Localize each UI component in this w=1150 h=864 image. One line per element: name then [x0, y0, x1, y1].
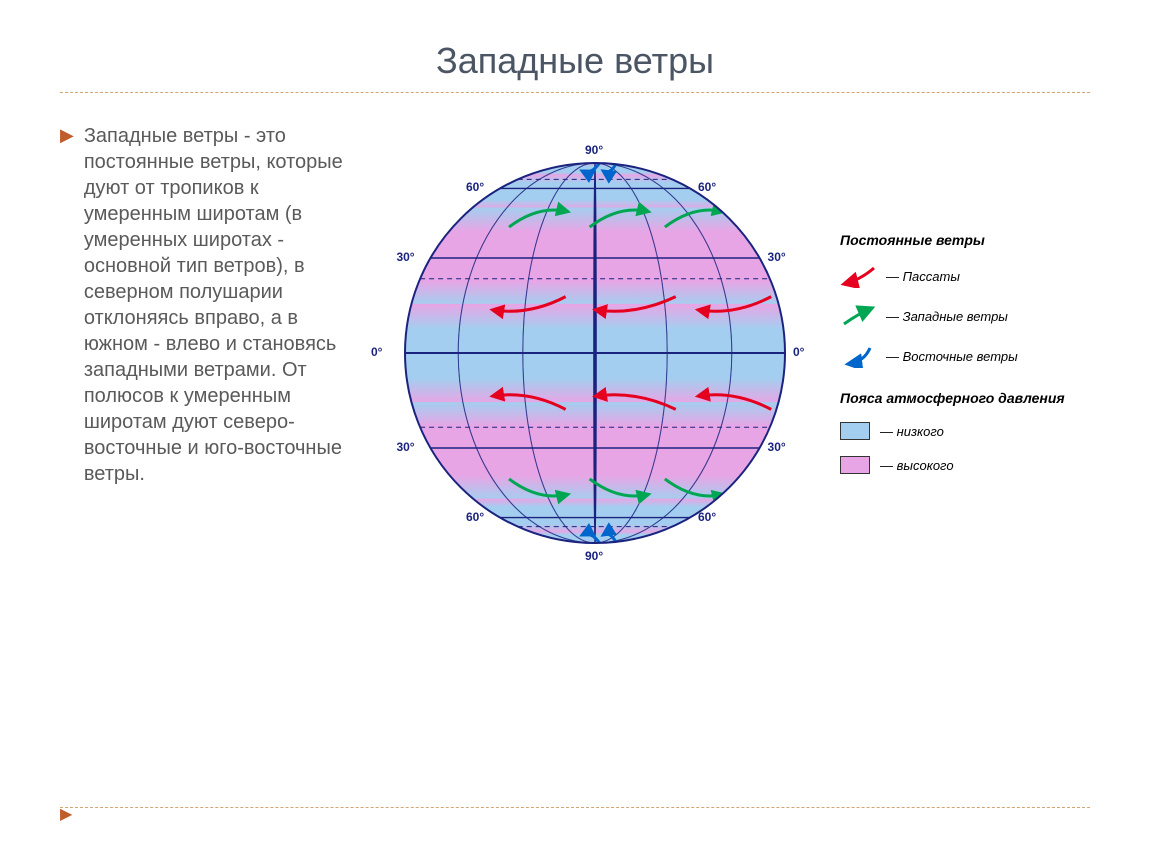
easterly-arrow-icon — [840, 344, 876, 368]
high-pressure-swatch — [840, 456, 870, 474]
latitude-label: 60° — [698, 510, 716, 524]
legend-row-high: — высокого — [840, 456, 1065, 474]
latitude-label: 90° — [585, 549, 603, 563]
legend-row-trade: — Пассаты — [840, 264, 1065, 288]
legend-row-westerly: — Западные ветры — [840, 304, 1065, 328]
legend-label-low: — низкого — [880, 424, 944, 439]
latitude-label: 0° — [371, 345, 382, 359]
globe-diagram: 90°60°60°30°30°0°0°30°30°60°60°90° — [390, 148, 800, 558]
latitude-label: 30° — [396, 440, 414, 454]
content-area: ▶ Западные ветры - это постоянные ветры,… — [60, 123, 1090, 583]
legend-row-low: — низкого — [840, 422, 1065, 440]
legend-label-high: — высокого — [880, 458, 954, 473]
latitude-label: 30° — [396, 250, 414, 264]
legend: Постоянные ветры — Пассаты — Западные ве… — [840, 232, 1065, 474]
divider-top — [60, 92, 1090, 93]
body-text: Западные ветры - это постоянные ветры, к… — [84, 123, 360, 487]
legend-label-westerly: — Западные ветры — [886, 309, 1008, 324]
low-pressure-swatch — [840, 422, 870, 440]
page-marker-icon: ▶ — [60, 804, 72, 824]
latitude-label: 0° — [793, 345, 804, 359]
latitude-label: 60° — [698, 180, 716, 194]
latitude-label: 90° — [585, 143, 603, 157]
latitude-label: 60° — [466, 180, 484, 194]
legend-label-trade: — Пассаты — [886, 269, 960, 284]
slide-title: Западные ветры — [60, 40, 1090, 82]
legend-row-easterly: — Восточные ветры — [840, 344, 1065, 368]
divider-bottom — [60, 807, 1090, 808]
legend-label-easterly: — Восточные ветры — [886, 349, 1018, 364]
westerly-arrow-icon — [840, 304, 876, 328]
latitude-label: 30° — [768, 250, 786, 264]
trade-arrow-icon — [840, 264, 876, 288]
legend-header-pressure: Пояса атмосферного давления — [840, 390, 1065, 406]
latitude-label: 60° — [466, 510, 484, 524]
legend-header-winds: Постоянные ветры — [840, 232, 1065, 248]
diagram-column: 90°60°60°30°30°0°0°30°30°60°60°90° Посто… — [390, 123, 1090, 583]
text-column: ▶ Западные ветры - это постоянные ветры,… — [60, 123, 360, 487]
bullet-icon: ▶ — [60, 125, 74, 146]
latitude-label: 30° — [768, 440, 786, 454]
